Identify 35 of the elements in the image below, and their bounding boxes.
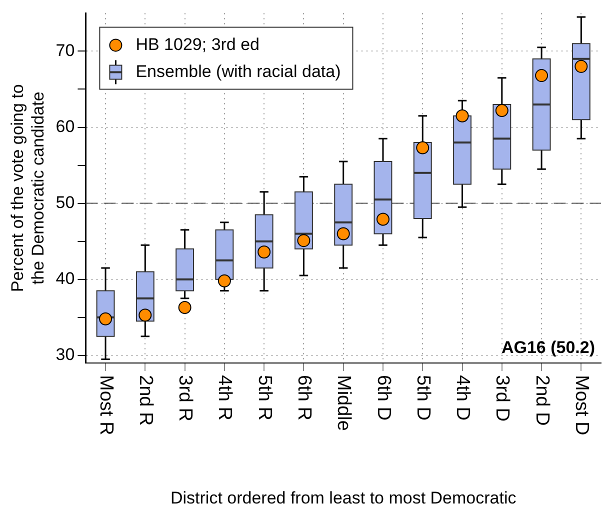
x-tick-label: 4th R — [214, 375, 236, 420]
x-tick-label: 2nd D — [531, 375, 552, 426]
x-tick-label: Middle — [333, 375, 354, 431]
annotation: AG16 (50.2) — [501, 338, 595, 358]
legend-label: HB 1029; 3rd ed — [136, 34, 260, 54]
point — [535, 69, 548, 82]
x-tick-label: Most R — [95, 375, 116, 436]
point — [456, 109, 469, 122]
x-tick-label: 5th R — [254, 375, 275, 420]
point — [218, 274, 231, 288]
x-tick-label: 5th D — [412, 375, 434, 420]
x-tick-label: 2nd R — [134, 375, 156, 426]
point — [178, 300, 192, 314]
x-tick-label: 3rd R — [174, 375, 196, 422]
y-tick-label: 70 — [56, 40, 75, 60]
y-axis-title: Percent of the vote going to the Democratic candidate — [8, 84, 48, 292]
point — [376, 212, 390, 226]
point — [258, 245, 271, 258]
point — [336, 227, 350, 240]
point — [416, 141, 430, 154]
point — [297, 234, 310, 248]
x-tick-label: 4th D — [452, 375, 474, 420]
x-tick-label: 6th D — [372, 375, 394, 420]
point — [138, 308, 152, 322]
point — [574, 60, 588, 73]
x-axis-title: District ordered from least to most Democratic — [170, 488, 517, 508]
x-tick-label: 3rd D — [492, 375, 513, 422]
legend-label: Ensemble (with racial data) — [136, 62, 341, 81]
y-tick-label: 60 — [56, 116, 75, 136]
point — [495, 104, 508, 118]
x-tick-label: Most D — [570, 375, 592, 436]
x-tick-label: 6th R — [293, 375, 314, 420]
y-tick-label: 40 — [56, 269, 75, 288]
y-tick-label: 30 — [56, 345, 75, 364]
y-tick-label: 50 — [56, 192, 75, 212]
